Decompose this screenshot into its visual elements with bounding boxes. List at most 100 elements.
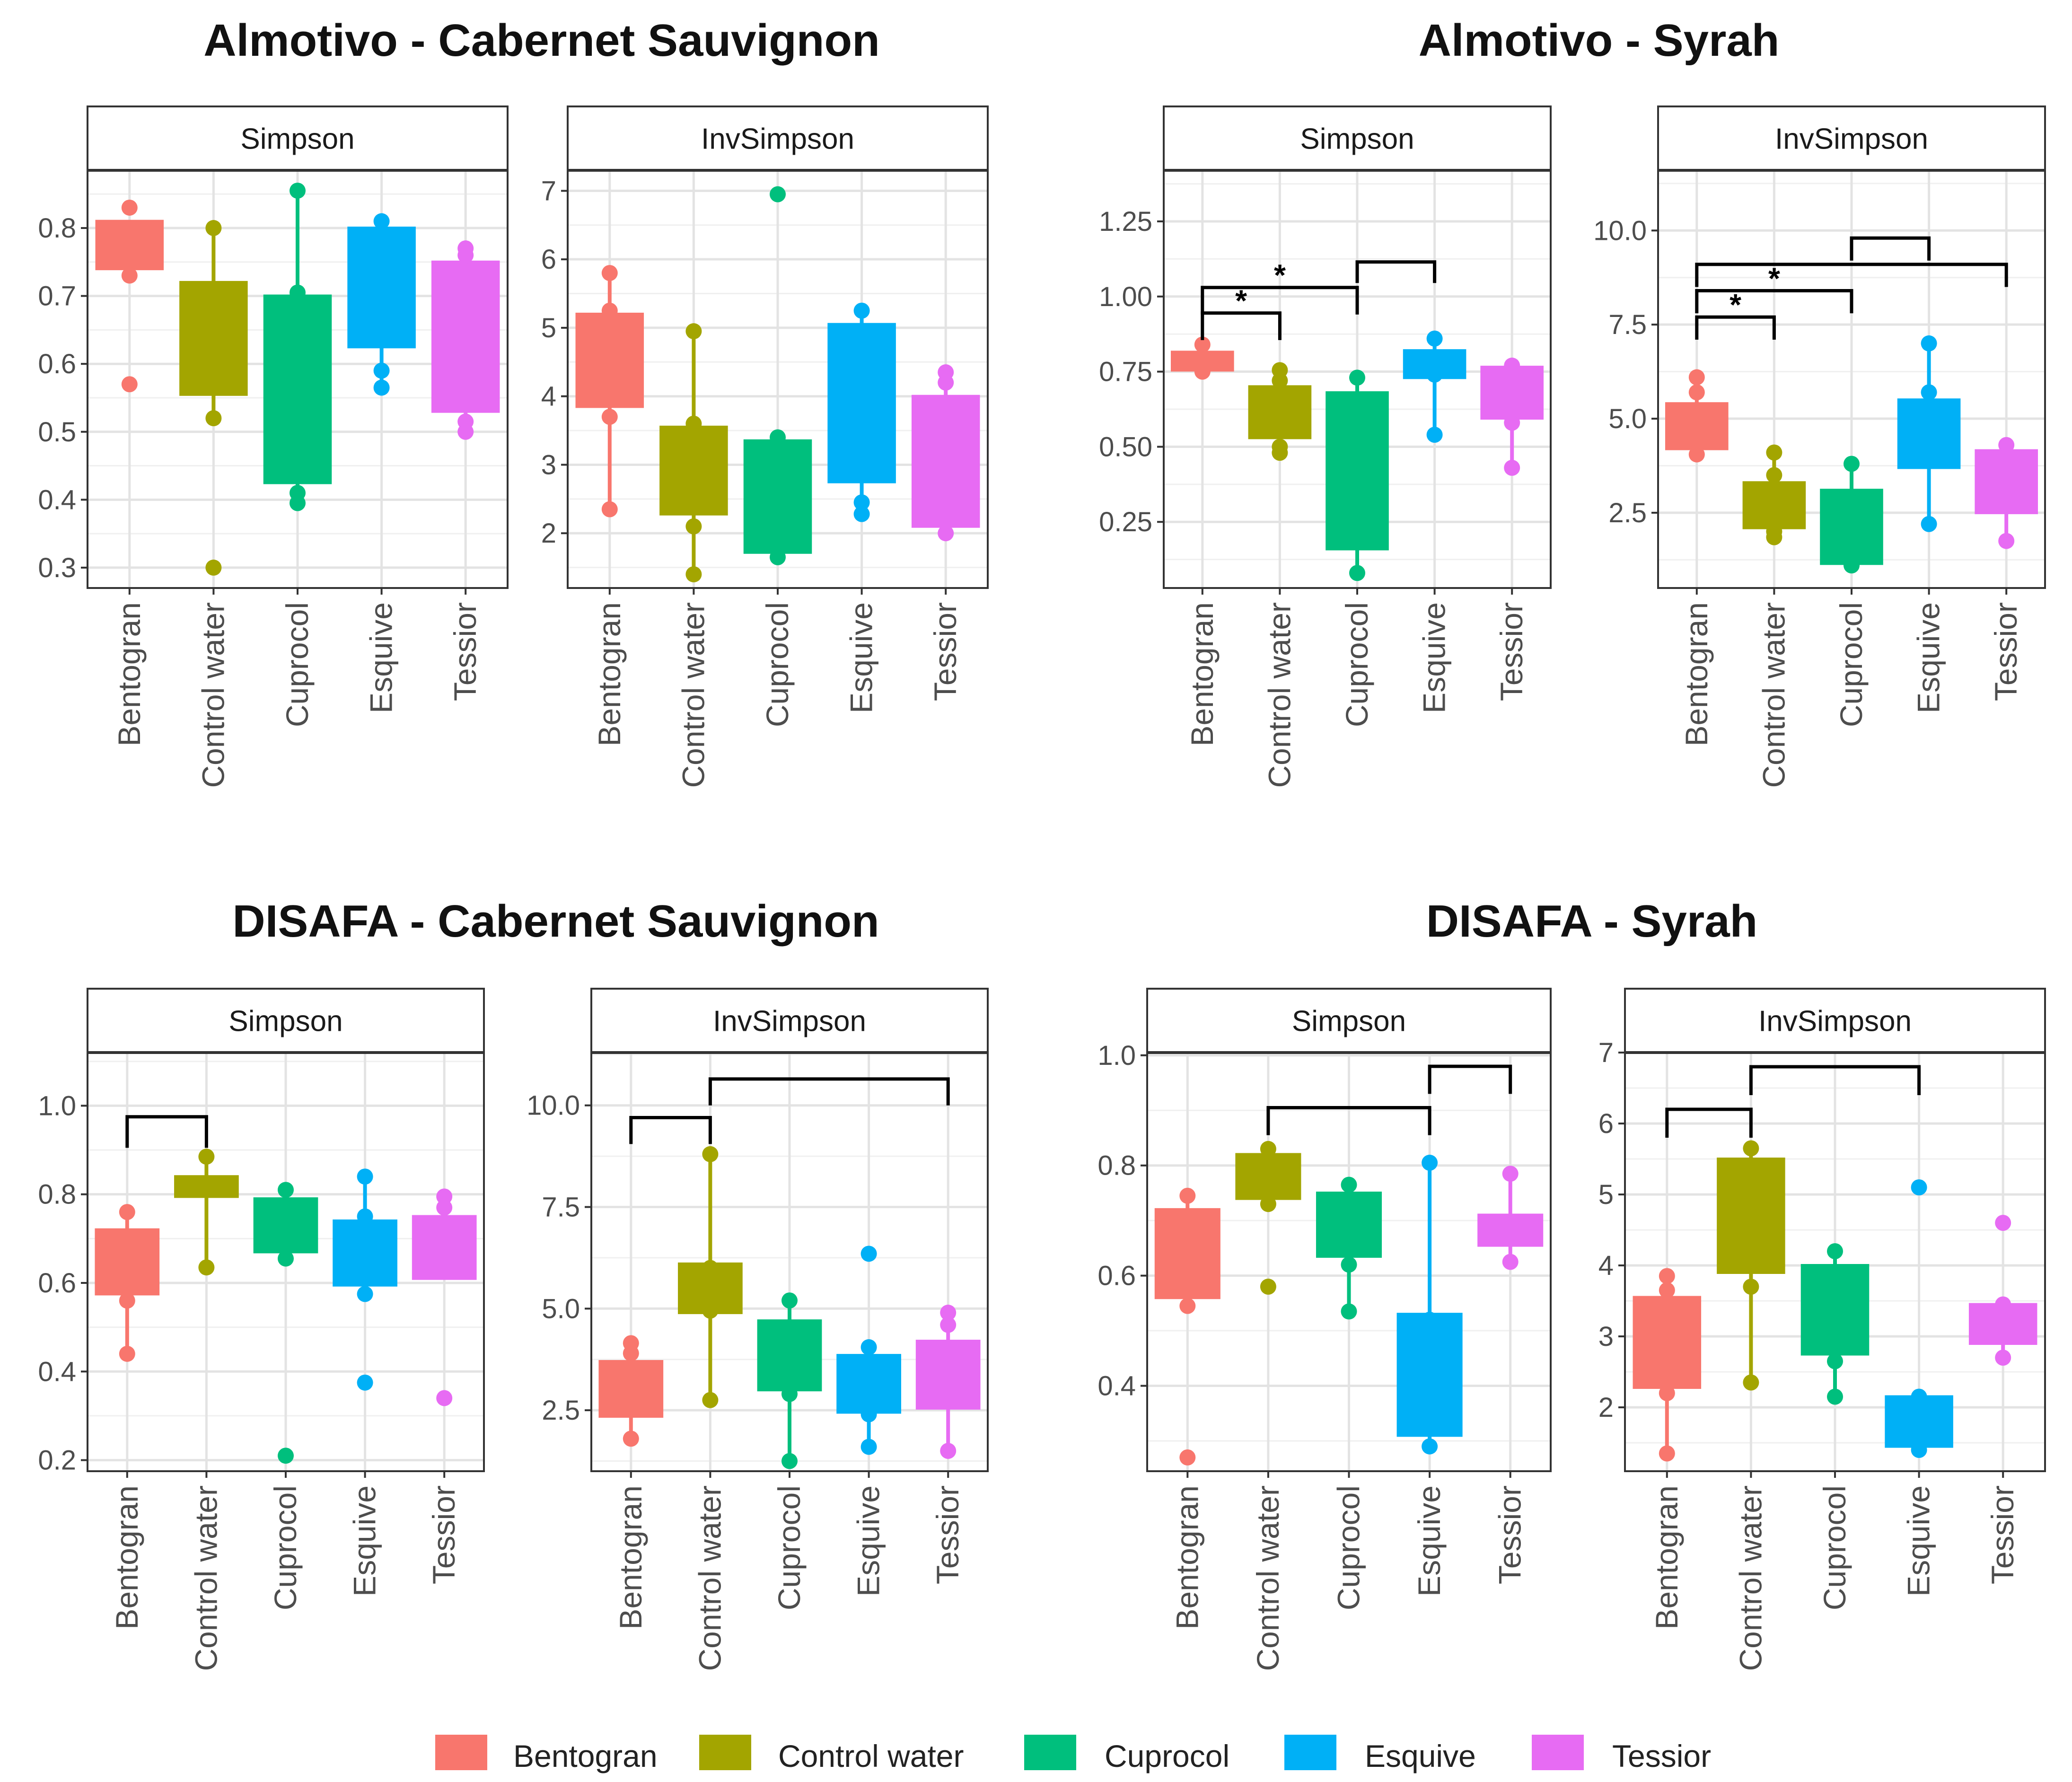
x-tick-label: Control water	[676, 602, 711, 788]
data-point	[1272, 372, 1288, 389]
x-tick-label: Bentogran	[613, 1485, 648, 1630]
bracket-line	[708, 1077, 950, 1106]
y-tick-label: 4	[541, 381, 556, 412]
data-point	[1921, 516, 1937, 532]
box-control-water	[179, 220, 248, 576]
box-control-water	[1248, 362, 1312, 461]
x-tick-label: Tessior	[1985, 1485, 2020, 1584]
panel-title-disafa-cs: DISAFA - Cabernet Sauvignon	[232, 896, 879, 947]
data-point	[685, 518, 702, 535]
data-point	[770, 429, 786, 446]
box-bentogran	[95, 1204, 160, 1362]
data-point	[685, 566, 702, 583]
box-tessior	[1477, 1166, 1544, 1270]
bracket-line	[1355, 260, 1437, 283]
y-tick-label: 2	[541, 518, 556, 549]
y-tick-label: 6	[1598, 1108, 1614, 1139]
data-point	[601, 302, 618, 319]
box-tessior	[412, 1188, 477, 1406]
y-tick-label: 0.4	[1097, 1371, 1136, 1402]
box-body	[1154, 1208, 1220, 1299]
x-tick-label: Cuprocol	[1339, 602, 1374, 727]
y-tick-label: 0.6	[38, 349, 76, 379]
x-tick-label: Control water	[692, 1485, 727, 1671]
data-point	[685, 323, 702, 340]
x-tick-label: Tessior	[930, 1485, 965, 1584]
data-point	[119, 1345, 135, 1362]
significance-label: *	[1768, 262, 1780, 296]
x-tick-label: Bentogran	[1185, 602, 1220, 746]
data-point	[702, 1392, 719, 1408]
y-tick-label: 7	[541, 176, 556, 206]
significance-bracket	[1266, 1106, 1431, 1135]
data-point	[1659, 1268, 1675, 1284]
legend-label-bentogran: Bentogran	[513, 1738, 658, 1773]
box-esquive	[347, 213, 416, 396]
y-tick-label: 0.5	[38, 417, 76, 448]
x-tick-label: Control water	[1262, 602, 1297, 788]
box-tessior	[911, 364, 980, 542]
data-point	[1995, 1350, 2011, 1366]
data-point	[1502, 1254, 1519, 1270]
facet-label: InvSimpson	[1758, 1005, 1912, 1038]
data-point	[1502, 1166, 1519, 1182]
data-point	[205, 220, 222, 237]
box-body	[1477, 1213, 1544, 1247]
data-point	[1827, 1243, 1843, 1259]
data-point	[119, 1204, 135, 1220]
significance-bracket: *	[1695, 262, 1853, 314]
data-point	[278, 1250, 294, 1267]
data-point	[1743, 1279, 1759, 1295]
data-point	[1921, 335, 1937, 351]
box-control-water	[1717, 1140, 1785, 1391]
data-point	[702, 1146, 719, 1162]
x-tick-label: Bentogran	[1169, 1485, 1204, 1630]
y-tick-label: 0.7	[38, 281, 76, 312]
legend-label-control-water: Control water	[778, 1738, 964, 1773]
y-tick-label: 0.3	[38, 553, 76, 583]
data-point	[1827, 1353, 1843, 1369]
box-body	[431, 260, 500, 413]
x-tick-label: Cuprocol	[760, 602, 795, 727]
facet-disafa-syrah-invsimpson: 2 3 4 5 6 7 InvSimpson Bentogran Control water Cu…	[1598, 988, 2046, 1671]
bracket-line	[629, 1115, 712, 1144]
y-tick-label: 1.0	[38, 1090, 76, 1121]
data-point	[1659, 1385, 1675, 1401]
x-tick-label: Esquive	[364, 602, 399, 713]
box-body	[95, 219, 164, 271]
box-esquive	[1897, 335, 1961, 532]
y-tick-label: 5.0	[542, 1293, 580, 1324]
bracket-line	[1266, 1106, 1431, 1135]
data-point	[1194, 363, 1211, 380]
data-point	[1349, 532, 1365, 548]
box-body	[1633, 1296, 1702, 1389]
y-tick-label: 10.0	[1593, 215, 1647, 246]
data-point	[853, 494, 870, 511]
data-point	[601, 409, 618, 425]
bracket-line	[1201, 286, 1359, 315]
facet-label: InvSimpson	[713, 1005, 866, 1038]
bracket-line	[1695, 315, 1776, 340]
bracket-line	[1695, 289, 1853, 314]
x-tick-label: Cuprocol	[1331, 1485, 1366, 1610]
facet-strip	[1146, 988, 1552, 1053]
y-tick-label: 1.00	[1099, 281, 1152, 312]
box-body	[915, 1340, 981, 1410]
data-point	[1341, 1176, 1357, 1193]
data-point	[357, 1286, 373, 1302]
data-point	[278, 1182, 294, 1198]
data-point	[601, 501, 618, 518]
y-tick-label: 0.25	[1099, 507, 1152, 537]
x-tick-label: Control water	[1250, 1485, 1285, 1671]
box-bentogran	[1665, 369, 1729, 463]
data-point	[860, 1339, 877, 1355]
data-point	[1260, 1278, 1276, 1295]
y-tick-label: 5	[1598, 1179, 1614, 1210]
x-tick-label: Bentogran	[112, 602, 147, 746]
data-point	[373, 362, 390, 379]
facet-disafa-cs-simpson: 0.2 0.4 0.6 0.8 1.0 Simpson Bentogran Control w…	[38, 988, 485, 1671]
data-point	[1272, 445, 1288, 461]
y-tick-label: 7.5	[542, 1192, 580, 1223]
legend-label-cuprocol: Cuprocol	[1105, 1738, 1229, 1773]
box-body	[1800, 1264, 1870, 1356]
